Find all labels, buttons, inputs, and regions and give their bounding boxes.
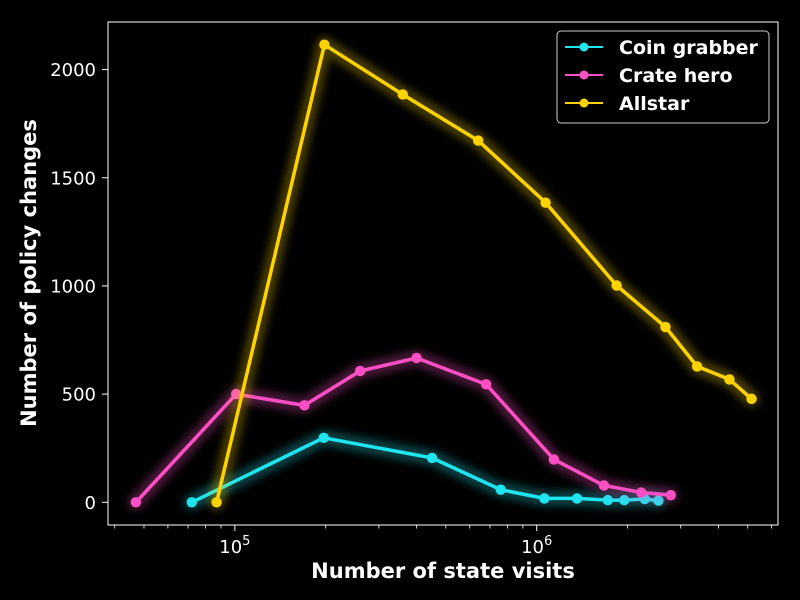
data-point (746, 393, 757, 405)
legend-marker (579, 98, 589, 108)
data-point (426, 452, 438, 464)
data-point (130, 497, 142, 508)
data-point (602, 494, 614, 506)
data-point (691, 361, 703, 372)
data-point (571, 493, 583, 504)
data-point (539, 493, 550, 504)
series-1 (127, 350, 679, 511)
data-point (319, 39, 330, 50)
data-point (397, 89, 408, 100)
legend-item: Crate hero (565, 65, 733, 87)
data-point (724, 374, 735, 385)
data-point (665, 489, 676, 501)
legend-item: Allstar (565, 93, 690, 115)
data-point (548, 454, 560, 465)
series-line (214, 42, 754, 505)
data-point (354, 365, 366, 377)
legend-box (556, 30, 770, 124)
y-tick-label: 0 (85, 493, 96, 514)
y-axis-title: Number of policy changes (17, 119, 41, 427)
legend-label: Allstar (619, 93, 690, 115)
data-point (473, 135, 484, 146)
legend-label: Coin grabber (619, 37, 759, 59)
legend-label: Crate hero (619, 65, 733, 87)
legend-marker (579, 70, 589, 80)
y-tick-label: 500 (62, 385, 96, 406)
plot-frame (107, 21, 779, 526)
series-line (190, 436, 661, 505)
series-2 (208, 36, 760, 511)
y-tick-label: 1500 (50, 168, 96, 189)
data-point (660, 321, 671, 333)
legend-marker (579, 42, 589, 52)
y-tick-label: 2000 (50, 60, 96, 81)
data-point (211, 497, 222, 508)
data-point (540, 197, 551, 208)
data-point (186, 497, 197, 508)
series-layer (127, 36, 760, 511)
series-0 (183, 429, 667, 511)
data-point (495, 484, 506, 495)
legend-item: Coin grabber (565, 37, 759, 59)
axes-layer: 0 500 1000 1500 2000 105 106 (50, 60, 773, 558)
series-line (134, 356, 673, 505)
data-point (480, 379, 492, 390)
x-tick-label: 105 (219, 534, 250, 558)
data-point (636, 487, 647, 498)
data-point (598, 480, 610, 491)
data-point (299, 400, 310, 411)
data-point (411, 352, 422, 364)
y-tick-label: 1000 (50, 276, 96, 297)
data-point (611, 280, 622, 291)
data-point (318, 432, 329, 444)
x-tick-label: 106 (521, 534, 552, 558)
x-axis-title: Number of state visits (311, 559, 575, 583)
legend: Coin grabber Crate hero Allstar (556, 30, 770, 124)
